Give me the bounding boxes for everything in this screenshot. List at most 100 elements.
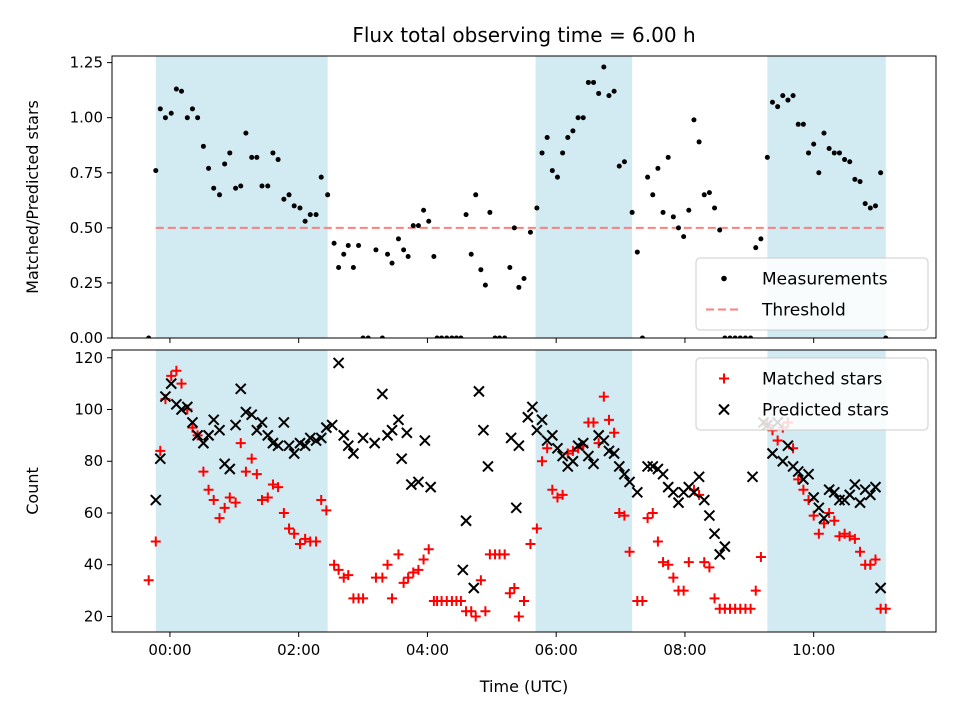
matched-star-point-76 [547, 484, 558, 495]
predicted-star-point-116 [849, 478, 861, 491]
matched-star-point-78 [557, 489, 568, 500]
y-tick-label: 0.75 [70, 164, 103, 182]
measurement-point-133 [842, 157, 848, 163]
matched-star-point-86 [598, 391, 609, 402]
predicted-star-point-0 [150, 494, 162, 506]
matched-star-point-34 [329, 559, 340, 570]
predicted-star-point-21 [262, 429, 274, 442]
matched-star-point-97 [658, 557, 669, 568]
matched-star-point-44 [387, 593, 398, 604]
measurement-point-60 [463, 212, 469, 218]
measurement-point-58 [453, 335, 459, 338]
legend-box [695, 357, 929, 431]
measurement-point-70 [511, 225, 517, 231]
measurement-point-24 [275, 157, 281, 163]
measurement-point-57 [449, 335, 455, 338]
matched-star-point-26 [284, 523, 295, 534]
predicted-star-point-33 [326, 419, 338, 431]
measurement-point-76 [544, 135, 550, 141]
matched-star-point-45 [393, 549, 404, 560]
measurement-point-139 [872, 203, 878, 209]
predicted-star-point-78 [618, 468, 631, 480]
measurement-point-99 [665, 154, 671, 160]
measurement-point-96 [650, 192, 656, 198]
y-axis-label: Matched/Predicted stars [23, 100, 42, 294]
measurement-point-42 [373, 247, 379, 253]
measurement-point-13 [217, 192, 223, 198]
matched-star-point-46 [398, 577, 409, 588]
predicted-star-point-115 [844, 489, 856, 501]
matched-star-point-84 [588, 417, 599, 428]
y-tick-label: 1.00 [70, 109, 103, 127]
matched-star-point-42 [377, 572, 388, 583]
predicted-star-point-91 [693, 471, 705, 483]
markers [143, 357, 891, 622]
matched-star-point-48 [408, 567, 419, 578]
predicted-star-point-43 [392, 414, 405, 426]
matched-star-point-124 [798, 484, 809, 495]
matched-star-point-115 [750, 585, 761, 596]
measurement-point-2 [157, 106, 163, 112]
predicted-star-point-6 [181, 401, 194, 413]
measurement-point-73 [527, 229, 533, 235]
matched-star-point-96 [652, 536, 663, 547]
measurement-point-107 [706, 190, 712, 196]
measurement-point-8 [189, 106, 195, 112]
predicted-star-point-105 [792, 465, 804, 478]
predicted-star-point-57 [510, 502, 522, 514]
matched-star-point-119 [772, 435, 783, 446]
measurement-point-89 [611, 88, 617, 94]
predicted-star-point-50 [460, 515, 472, 527]
y-tick-label: 0.00 [70, 329, 103, 347]
measurement-point-4 [168, 110, 174, 116]
predicted-star-point-46 [405, 478, 418, 491]
measurement-point-123 [790, 93, 796, 99]
predicted-star-point-7 [186, 416, 199, 429]
matched-star-point-4 [166, 370, 177, 381]
measurement-point-102 [681, 234, 687, 240]
measurement-point-29 [302, 218, 308, 224]
matched-star-point-33 [321, 505, 332, 516]
measurement-point-124 [795, 121, 801, 127]
measurement-point-53 [431, 253, 437, 259]
measurement-point-6 [179, 88, 185, 94]
measurement-point-88 [606, 93, 612, 99]
matched-star-point-105 [699, 557, 710, 568]
y-tick-label: 60 [84, 504, 103, 522]
matched-star-point-2 [155, 445, 166, 456]
measurement-point-5 [173, 86, 179, 92]
predicted-star-point-74 [598, 434, 610, 447]
matched-star-point-70 [513, 611, 524, 622]
measurement-point-19 [249, 154, 255, 160]
matched-star-point-80 [567, 445, 578, 456]
measurement-point-109 [717, 227, 723, 233]
measurement-point-9 [195, 115, 201, 121]
measurement-point-134 [847, 159, 853, 165]
measurement-point-1 [153, 168, 159, 174]
predicted-star-point-54 [477, 424, 490, 436]
y-tick-label: 0.50 [70, 219, 103, 237]
legend-marker-dot [721, 275, 727, 282]
y-tick-label: 80 [84, 452, 103, 470]
predicted-star-point-14 [224, 463, 236, 475]
measurement-point-111 [727, 335, 733, 338]
measurement-point-71 [516, 284, 522, 290]
predicted-star-point-11 [208, 414, 220, 426]
matched-star-point-37 [343, 570, 354, 581]
measurement-point-79 [560, 150, 566, 156]
measurement-point-93 [634, 249, 640, 255]
measurement-point-83 [580, 115, 586, 121]
measurement-point-28 [297, 205, 303, 211]
predicted-star-point-84 [657, 468, 669, 480]
predicted-star-point-81 [641, 460, 654, 473]
predicted-star-point-76 [608, 447, 620, 460]
measurement-point-52 [426, 218, 432, 224]
measurement-point-48 [405, 253, 411, 259]
predicted-star-point-9 [197, 437, 210, 449]
measurement-point-104 [691, 117, 697, 123]
measurement-point-63 [478, 267, 484, 273]
matched-star-point-63 [480, 606, 491, 617]
x-axis-label: Time (UTC) [479, 677, 568, 696]
measurement-point-30 [307, 212, 313, 218]
predicted-star-point-8 [191, 429, 204, 442]
